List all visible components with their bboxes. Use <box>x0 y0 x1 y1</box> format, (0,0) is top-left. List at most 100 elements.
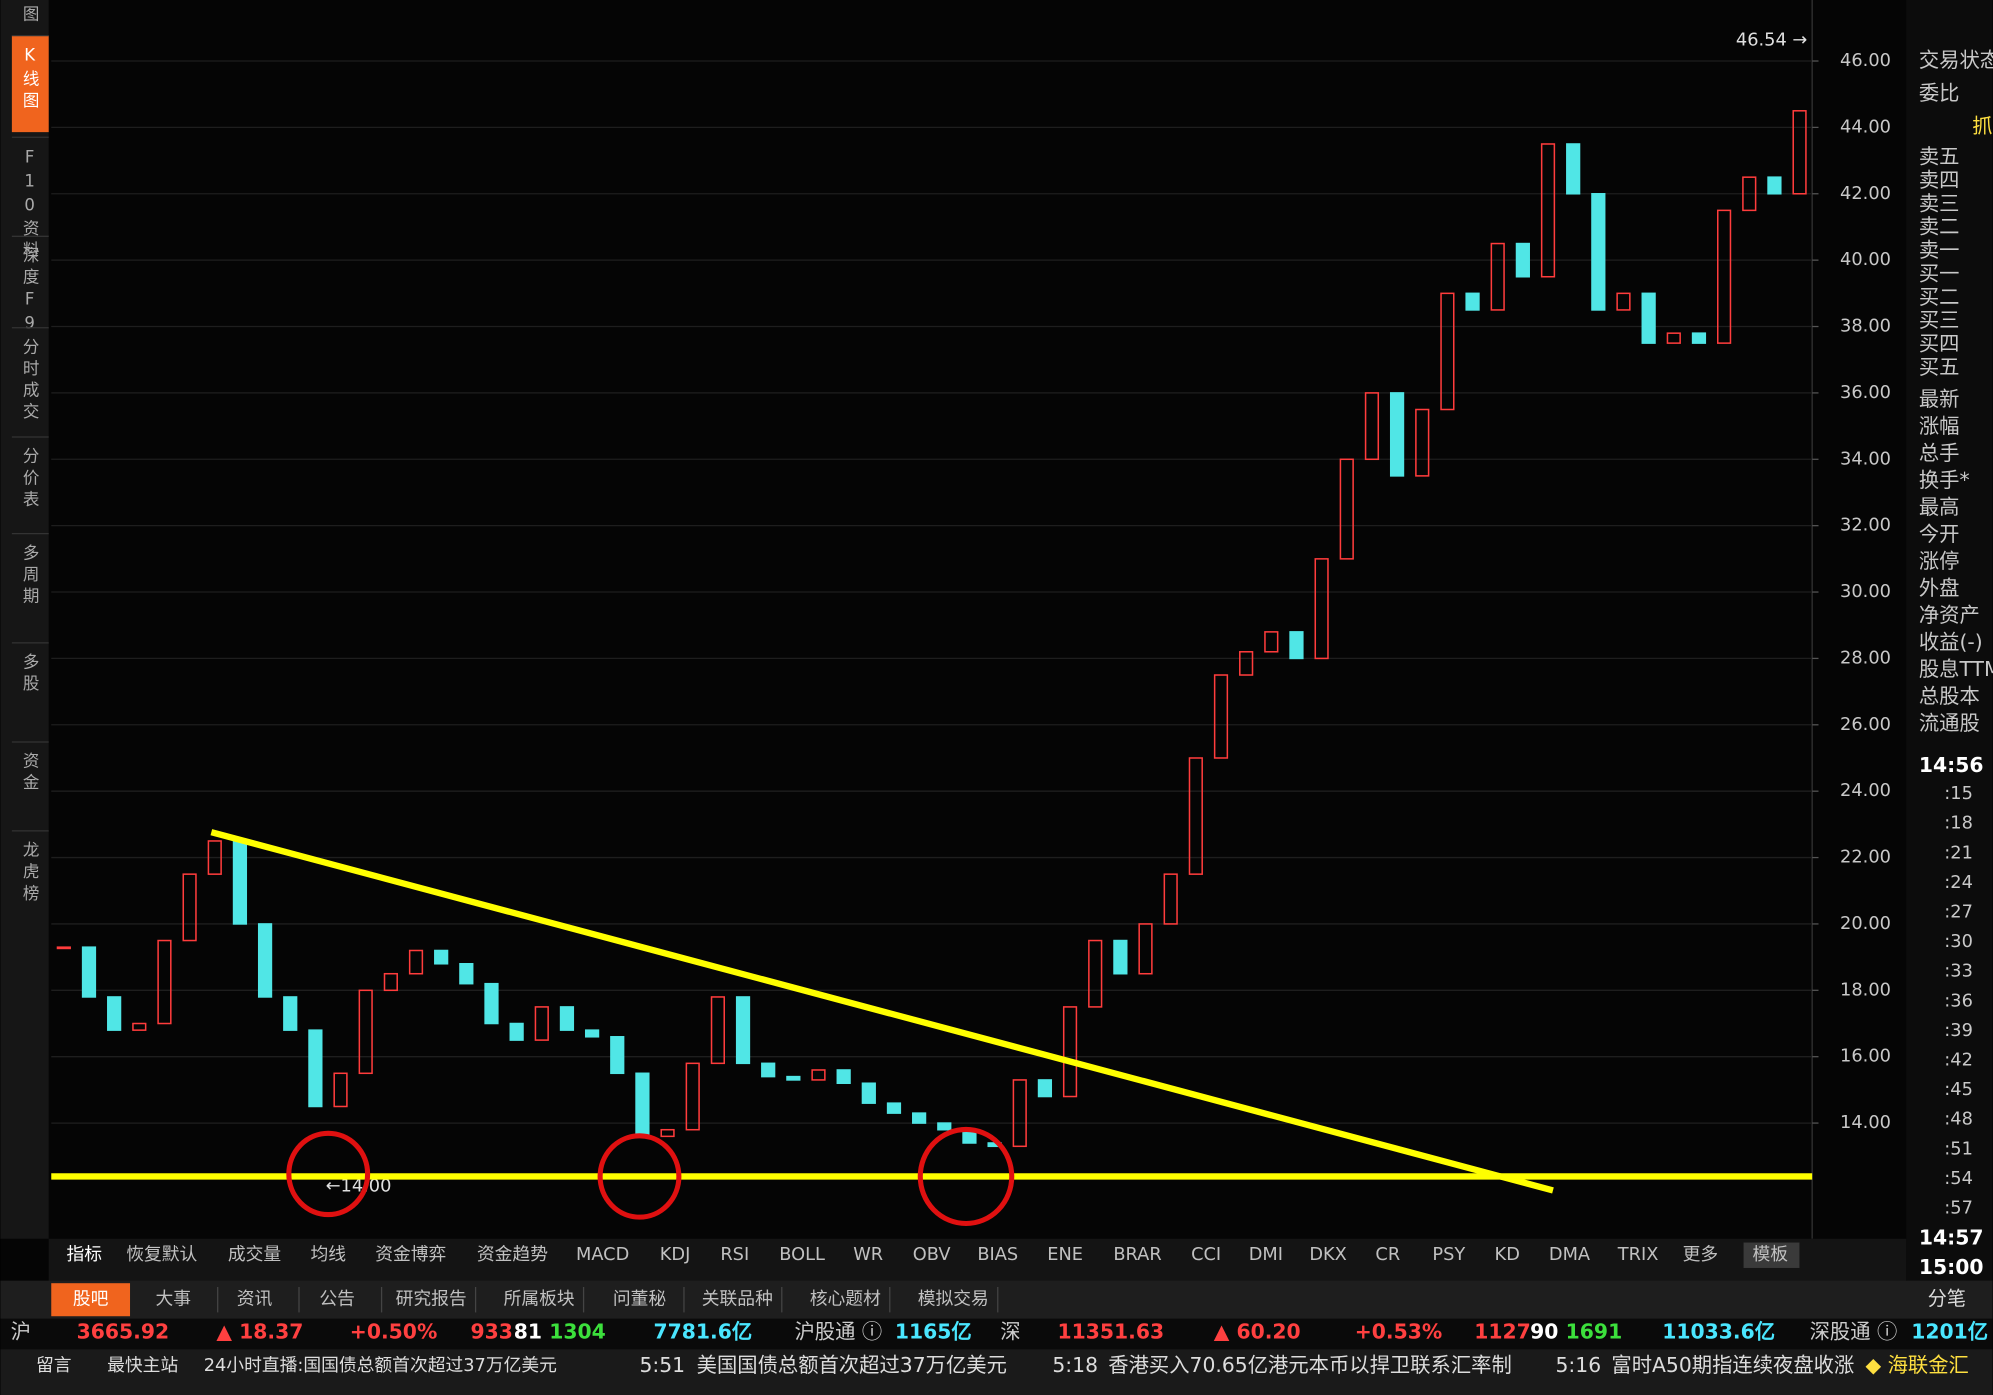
sidebar-tab[interactable]: 多股 <box>20 653 39 697</box>
indicator-tab[interactable]: PSY <box>1432 1244 1465 1265</box>
indicator-tab[interactable]: TRIX <box>1617 1244 1659 1265</box>
time-label: :21 <box>1944 842 1973 863</box>
indicator-tab[interactable]: DKX <box>1309 1244 1347 1265</box>
news-item[interactable]: 最快主站 <box>107 1355 178 1376</box>
indicator-tab[interactable]: 资金博弈 <box>375 1244 446 1265</box>
info-tab[interactable]: 大事 <box>155 1289 191 1310</box>
order-label: 卖一 <box>1919 238 1960 262</box>
candle <box>182 873 197 942</box>
sidebar-tab[interactable]: F10资料 <box>20 147 39 262</box>
indicator-tab[interactable]: 成交量 <box>228 1244 281 1265</box>
info-tab[interactable]: 资讯 <box>237 1289 273 1310</box>
market-bar <box>0 1318 1993 1350</box>
stat-label: 股息TTM <box>1919 657 1993 681</box>
sidebar-active <box>11 35 49 133</box>
time-label: :51 <box>1944 1138 1973 1159</box>
indicator-tab[interactable]: MACD <box>576 1244 629 1265</box>
order-label: 买四 <box>1919 332 1960 356</box>
info-tab[interactable]: 问董秘 <box>613 1289 667 1310</box>
market-field: 1304 <box>549 1320 606 1344</box>
market-field: 1165亿 <box>895 1320 972 1344</box>
indicator-tab[interactable]: 均线 <box>310 1244 346 1265</box>
candle <box>1188 757 1203 875</box>
candle <box>1062 1006 1078 1098</box>
indicator-tab[interactable]: KDJ <box>660 1244 691 1265</box>
info-tab[interactable]: 股吧 <box>73 1289 109 1310</box>
y-tick-label: 44.00 <box>1840 116 1891 137</box>
sidebar-tab[interactable]: 分价表 <box>20 447 39 512</box>
stat-label: 涨停 <box>1919 549 1960 573</box>
candle <box>484 982 499 1025</box>
max-label: 46.54 → <box>1736 30 1808 51</box>
order-label: 卖三 <box>1919 191 1960 215</box>
indicator-tab[interactable]: WR <box>853 1244 883 1265</box>
stat-label: 今开 <box>1919 522 1960 546</box>
indicator-tab[interactable]: DMA <box>1549 1244 1590 1265</box>
candle <box>610 1036 625 1075</box>
candle <box>1666 332 1681 344</box>
sidebar-tab[interactable]: K线图 <box>20 46 39 113</box>
indicator-bar <box>48 1238 1907 1284</box>
time-label: :54 <box>1944 1168 1973 1189</box>
indicator-tab[interactable]: 资金趋势 <box>477 1244 548 1265</box>
sidebar-tab[interactable]: 分时成交 <box>20 337 39 424</box>
indicator-tab[interactable]: RSI <box>720 1244 749 1265</box>
candle <box>56 946 71 950</box>
indicator-tab[interactable]: CR <box>1375 1244 1400 1265</box>
indicator-tab[interactable]: 恢复默认 <box>126 1244 197 1265</box>
candle <box>559 1006 575 1031</box>
info-tab[interactable]: 所属板块 <box>504 1289 575 1310</box>
y-tick-label: 30.00 <box>1840 581 1891 602</box>
news-item: ◆ 海联金汇 <box>1866 1353 1969 1377</box>
sidebar-tab[interactable]: 龙虎榜 <box>20 841 39 906</box>
candle <box>1767 176 1782 195</box>
time-label: :57 <box>1944 1197 1973 1218</box>
indicator-tab[interactable]: OBV <box>913 1244 951 1265</box>
market-field: 3665.92 <box>77 1320 170 1344</box>
candle <box>1239 651 1254 676</box>
y-tick-label: 46.00 <box>1840 50 1891 71</box>
candle <box>1792 110 1807 195</box>
indicator-tab[interactable]: 模板 <box>1752 1244 1788 1265</box>
indicator-tab[interactable]: BIAS <box>977 1244 1018 1265</box>
right-panel <box>1906 0 1993 1317</box>
indicator-tab[interactable]: 更多 <box>1683 1244 1719 1265</box>
sidebar-tab[interactable]: 多周期 <box>20 543 39 608</box>
stat-label: 最高 <box>1919 495 1960 519</box>
indicator-tab[interactable]: BRAR <box>1113 1244 1161 1265</box>
sidebar-tab[interactable]: 资金 <box>20 752 39 796</box>
market-field: +0.50% <box>350 1320 438 1344</box>
stat-label: 净资产 <box>1919 603 1980 627</box>
indicator-tab[interactable]: ENE <box>1047 1244 1083 1265</box>
y-tick-label: 36.00 <box>1840 382 1891 403</box>
info-tab[interactable]: 核心题材 <box>810 1289 881 1310</box>
sidebar-tab[interactable]: 图 <box>20 5 39 27</box>
stat-label: 总手 <box>1919 441 1960 465</box>
news-item: 5:18 <box>1052 1353 1098 1377</box>
info-tab[interactable]: 关联品种 <box>702 1289 773 1310</box>
fenbi-tab[interactable]: 分笔 <box>1928 1288 1966 1310</box>
y-tick-label: 34.00 <box>1840 448 1891 469</box>
time-label: :42 <box>1944 1049 1973 1070</box>
time-label: :27 <box>1944 901 1973 922</box>
indicator-tab[interactable]: BOLL <box>779 1244 825 1265</box>
news-item[interactable]: 留言 <box>36 1355 72 1376</box>
candle <box>1440 292 1455 411</box>
time-label: 14:57 <box>1919 1226 1984 1250</box>
news-bar <box>0 1349 1993 1395</box>
info-tab[interactable]: 公告 <box>319 1289 355 1310</box>
indicator-tab[interactable]: DMI <box>1249 1244 1283 1265</box>
sidebar-tab[interactable]: 深度F9 <box>20 246 39 338</box>
info-tab[interactable]: 模拟交易 <box>918 1289 989 1310</box>
indicator-tab[interactable]: 指标 <box>67 1244 103 1265</box>
circle-annotation <box>917 1126 1015 1227</box>
y-tick-label: 20.00 <box>1840 913 1891 934</box>
indicator-tab[interactable]: KD <box>1495 1244 1520 1265</box>
time-label: :36 <box>1944 990 1973 1011</box>
order-label: 买一 <box>1919 261 1960 285</box>
info-tab[interactable]: 研究报告 <box>396 1289 467 1310</box>
indicator-tab[interactable]: CCI <box>1191 1244 1221 1265</box>
market-field: 81 <box>514 1320 542 1344</box>
